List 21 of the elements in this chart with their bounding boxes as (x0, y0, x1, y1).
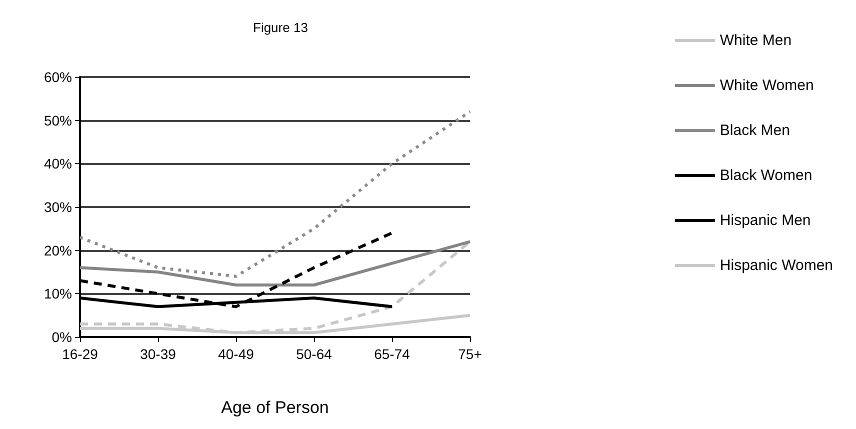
legend-label: Black Women (720, 167, 812, 184)
x-tick-label: 16-29 (62, 346, 98, 362)
legend-label: Hispanic Men (720, 212, 811, 229)
chart-title: Figure 13 (253, 20, 308, 35)
x-tick-label: 30-39 (140, 346, 176, 362)
y-tick-label: 60% (44, 69, 72, 85)
x-axis-title: Age of Person (221, 398, 329, 417)
y-tick-label: 40% (44, 156, 72, 172)
legend-label: White Women (720, 77, 814, 94)
legend-label: Black Men (720, 122, 790, 139)
y-tick-label: 20% (44, 242, 72, 258)
y-tick-label: 10% (44, 286, 72, 302)
x-tick-label: 50-64 (296, 346, 332, 362)
x-tick-label: 65-74 (374, 346, 410, 362)
y-tick-label: 0% (52, 329, 72, 345)
legend-label: White Men (720, 32, 792, 49)
y-tick-label: 30% (44, 199, 72, 215)
legend-label: Hispanic Women (720, 257, 834, 274)
y-tick-label: 50% (44, 112, 72, 128)
x-tick-label: 75+ (458, 346, 482, 362)
x-tick-label: 40-49 (218, 346, 254, 362)
